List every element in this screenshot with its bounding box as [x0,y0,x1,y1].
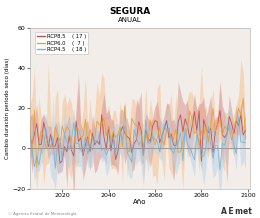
Text: ANUAL: ANUAL [118,17,142,24]
X-axis label: Año: Año [133,199,147,205]
Y-axis label: Cambio duración periodo seco (días): Cambio duración periodo seco (días) [4,58,10,159]
Text: A E met: A E met [221,207,252,216]
Text: © Agencia Estatal de Meteorología: © Agencia Estatal de Meteorología [8,212,76,216]
Legend: RCP8.5    ( 17 ), RCP6.0    (  7 ), RCP4.5    ( 18 ): RCP8.5 ( 17 ), RCP6.0 ( 7 ), RCP4.5 ( 18… [35,32,88,54]
Text: SEGURA: SEGURA [109,7,151,15]
